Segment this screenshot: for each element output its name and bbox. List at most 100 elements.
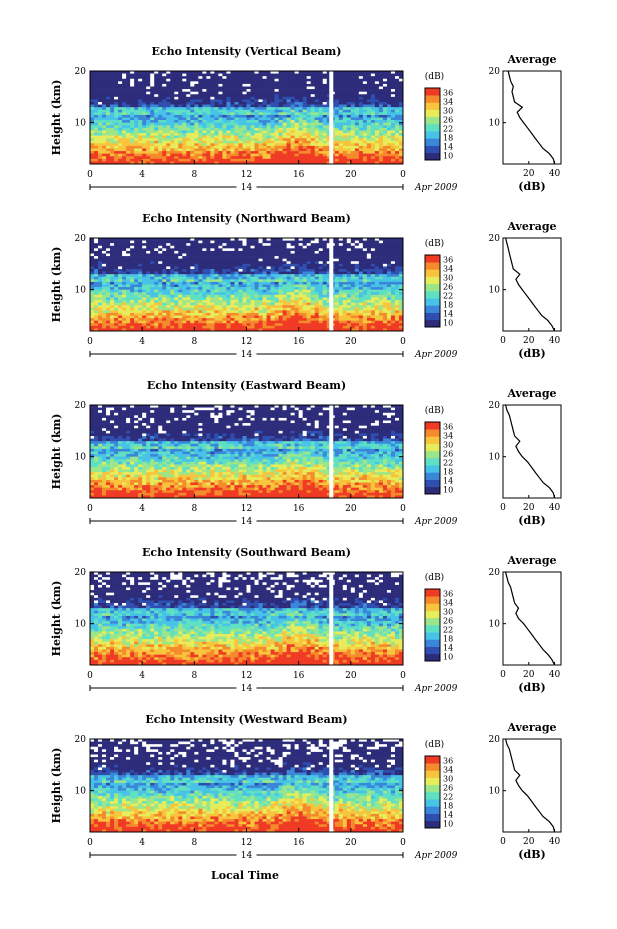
heatmap-cell [210, 250, 215, 254]
heatmap-cell [302, 318, 307, 321]
heatmap-cell [110, 274, 115, 278]
heatmap-cell [142, 292, 147, 296]
heatmap-cell [346, 102, 352, 105]
heatmap-cell [218, 253, 223, 257]
heatmap-cell [278, 81, 283, 85]
heatmap-cell [90, 130, 95, 134]
heatmap-cell [162, 71, 167, 74]
heatmap-cell [346, 125, 352, 129]
heatmap-cell [318, 127, 324, 131]
heatmap-cell [394, 89, 400, 92]
heatmap-cell [226, 281, 231, 285]
heatmap-cell [202, 114, 207, 118]
heatmap-cell [278, 328, 283, 332]
heatmap-cell [114, 104, 119, 108]
heatmap-cell [114, 274, 119, 278]
heatmap-cell [286, 120, 291, 123]
heatmap-cell [206, 104, 211, 108]
heatmap-cell [226, 312, 231, 316]
heatmap-cell [182, 107, 187, 111]
heatmap-cell [162, 151, 167, 154]
heatmap-cell [386, 114, 392, 118]
heatmap-cell [334, 86, 340, 90]
heatmap-cell [166, 284, 171, 288]
heatmap-cell [390, 83, 396, 87]
heatmap-cell [230, 145, 235, 149]
heatmap-cell [246, 120, 251, 123]
heatmap-cell [322, 145, 328, 149]
heatmap-cell [338, 96, 344, 100]
heatmap-cell [294, 161, 299, 165]
heatmap-cell [102, 289, 107, 293]
heatmap-cell [186, 315, 191, 319]
heatmap-cell [234, 99, 239, 103]
heatmap-cell [134, 125, 139, 129]
heatmap-cell [286, 294, 291, 298]
heatmap-cell [234, 91, 239, 95]
heatmap-cell [394, 138, 400, 142]
heatmap-cell [274, 323, 279, 327]
heatmap-cell [334, 107, 340, 111]
heatmap-cell [370, 158, 376, 162]
heatmap-cell [306, 81, 311, 85]
heatmap-cell [182, 127, 187, 131]
heatmap-cell [178, 289, 183, 293]
heatmap-cell [254, 125, 259, 129]
heatmap-cell [122, 315, 127, 319]
heatmap-cell [298, 325, 303, 329]
heatmap-cell [90, 71, 95, 74]
heatmap-cell [266, 99, 271, 103]
heatmap-cell [238, 315, 243, 319]
heatmap-cell [394, 145, 400, 149]
heatmap-cell [118, 253, 123, 257]
heatmap-cell [326, 125, 332, 129]
heatmap-cell [206, 248, 211, 252]
heatmap-cell [106, 250, 111, 254]
heatmap-cell [230, 122, 235, 126]
heatmap-cell [94, 89, 99, 92]
heatmap-cell [294, 238, 299, 241]
heatmap-cell [162, 240, 167, 244]
heatmap-cell [222, 73, 227, 77]
heatmap-cell [250, 276, 255, 280]
heatmap-cell [222, 153, 227, 157]
heatmap-cell [194, 300, 199, 303]
heatmap-cell [274, 297, 279, 301]
heatmap-cell [138, 240, 143, 244]
heatmap-cell [242, 302, 247, 306]
heatmap-cell [374, 112, 380, 116]
heatmap-cell [298, 307, 303, 311]
heatmap-cell [290, 112, 295, 116]
heatmap-cell [266, 266, 271, 270]
heatmap-cell [326, 156, 332, 160]
heatmap-cell [358, 135, 364, 139]
heatmap-cell [202, 78, 207, 82]
heatmap-cell [150, 73, 155, 77]
heatmap-cell [358, 104, 364, 108]
heatmap-cell [242, 71, 247, 74]
heatmap-cell [130, 109, 135, 113]
heatmap-cell [242, 238, 247, 241]
heatmap-cell [130, 276, 135, 280]
heatmap-cell [350, 148, 356, 152]
heatmap-cell [110, 287, 115, 290]
heatmap-cell [210, 248, 215, 252]
heatmap-cell [242, 325, 247, 329]
heatmap-cell [298, 117, 303, 121]
heatmap-cell [298, 130, 303, 134]
heatmap-cell [242, 276, 247, 280]
heatmap-cell [162, 325, 167, 329]
heatmap-cell [114, 96, 119, 100]
heatmap-cell [90, 279, 95, 283]
heatmap-cell [262, 138, 267, 142]
heatmap-cell [154, 310, 159, 314]
heatmap-cell [118, 320, 123, 324]
heatmap-cell [266, 323, 271, 327]
heatmap-cell [250, 133, 255, 136]
heatmap-cell [326, 138, 332, 142]
heatmap-cell [162, 307, 167, 311]
heatmap-cell [346, 120, 352, 123]
heatmap-cell [206, 83, 211, 87]
heatmap-cell [386, 130, 392, 134]
heatmap-cell [238, 274, 243, 278]
